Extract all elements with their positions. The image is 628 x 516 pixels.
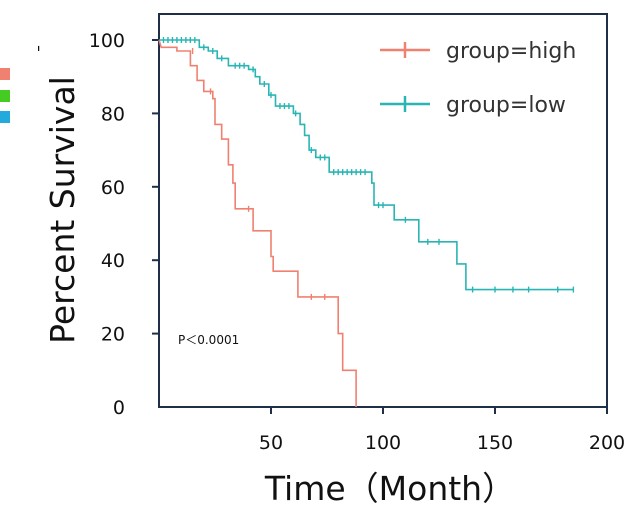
y-tick-label: 100 — [89, 30, 125, 52]
x-tick-label: 100 — [365, 432, 401, 454]
y-tick-label: 0 — [113, 397, 125, 419]
legend-item-low: group=low — [380, 93, 566, 118]
series-group-high — [158, 39, 357, 407]
y-axis-label: Percent Survival — [43, 76, 82, 344]
legend: group=high group=low — [380, 39, 576, 118]
legend-label-low: group=low — [446, 93, 566, 118]
p-value-annotation: P＜0.0001 — [178, 333, 239, 347]
survival-curve — [158, 39, 357, 407]
x-axis-label: Time（Month） — [264, 469, 515, 508]
legend-item-high: group=high — [380, 39, 576, 64]
x-tick-label: 200 — [589, 432, 625, 454]
cropped-legend-swatch-red — [0, 68, 10, 80]
cropped-legend-swatch-green — [0, 90, 10, 102]
x-tick-label: 150 — [477, 432, 513, 454]
survival-curve — [159, 39, 574, 291]
axes: 0 20 40 60 80 100 50 100 150 200 — [89, 30, 625, 454]
y-tick-label: 40 — [101, 250, 125, 272]
y-tick-label: 20 — [101, 324, 125, 346]
y-tick-label: 80 — [101, 103, 125, 125]
series-layer — [158, 37, 575, 407]
series-group-low — [159, 37, 575, 293]
stray-mark: ˌ — [36, 31, 41, 53]
legend-label-high: group=high — [446, 39, 576, 64]
x-tick-label: 50 — [259, 432, 283, 454]
cropped-legend-swatch-blue — [0, 111, 10, 123]
plot-frame — [158, 13, 608, 408]
y-tick-label: 60 — [101, 177, 125, 199]
